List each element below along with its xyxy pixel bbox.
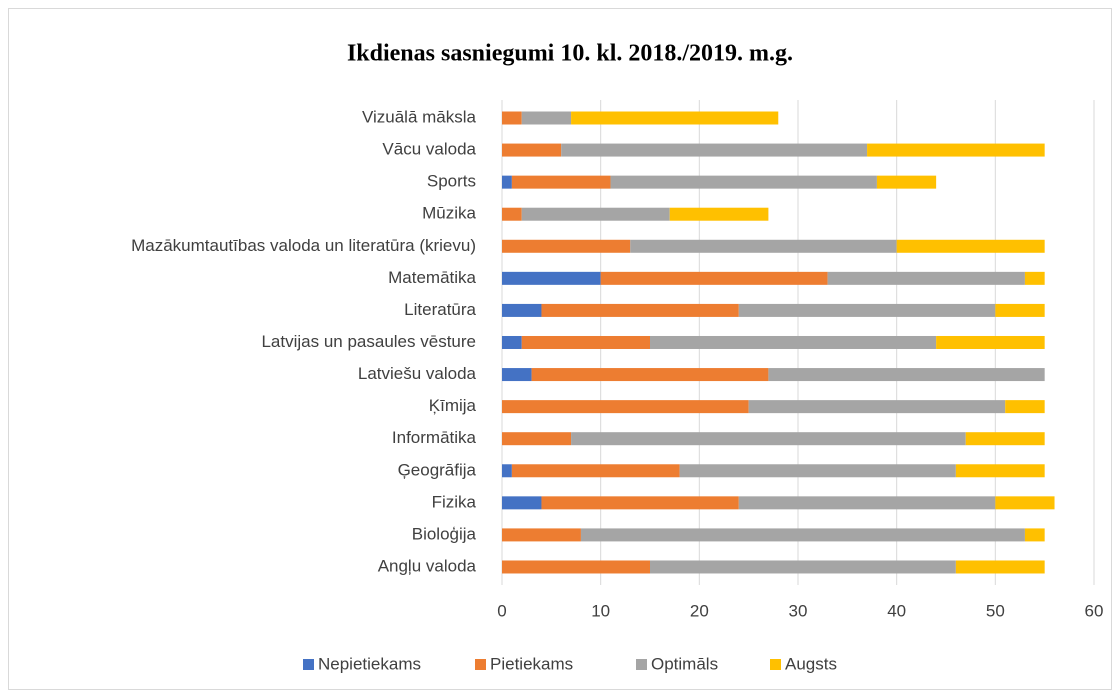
- legend-label: Optimāls: [651, 654, 718, 673]
- bar-segment: [502, 207, 522, 221]
- bar-segment: [531, 368, 769, 382]
- y-tick-label: Angļu valoda: [378, 556, 477, 575]
- y-tick-label: Ķīmija: [429, 396, 477, 415]
- bar-segment: [1005, 400, 1045, 414]
- bar-segment: [502, 464, 512, 478]
- bar-segment: [502, 335, 522, 349]
- legend-swatch: [475, 659, 486, 670]
- bar-segment: [650, 335, 937, 349]
- bar-segment: [571, 432, 966, 446]
- y-tick-label: Latviešu valoda: [358, 364, 477, 383]
- bar-segment: [541, 303, 739, 317]
- legend-swatch: [770, 659, 781, 670]
- y-tick-label: Latvijas un pasaules vēsture: [261, 332, 476, 351]
- bar-segment: [679, 464, 956, 478]
- bar-segment: [580, 528, 1025, 542]
- bar-segment: [521, 207, 670, 221]
- bar-segment: [571, 111, 779, 125]
- bar-segment: [561, 143, 868, 157]
- bar-segment: [521, 335, 650, 349]
- y-tick-label: Bioloģija: [412, 524, 477, 543]
- y-tick-label: Informātika: [392, 428, 477, 447]
- bar-segment: [827, 271, 1025, 285]
- bar-segment: [502, 271, 601, 285]
- bar-segment: [1024, 528, 1045, 542]
- x-tick-label: 10: [591, 601, 610, 620]
- bar-segment: [650, 560, 956, 574]
- bar-segment: [502, 496, 542, 510]
- y-tick-label: Ģeogrāfija: [398, 460, 477, 479]
- bar-segment: [502, 143, 562, 157]
- legend-label: Pietiekams: [490, 654, 573, 673]
- bar-segment: [502, 432, 572, 446]
- bar-segment: [511, 464, 680, 478]
- bar-segment: [610, 175, 877, 189]
- x-tick-label: 30: [789, 601, 808, 620]
- bar-segment: [995, 496, 1055, 510]
- bar-segment: [541, 496, 739, 510]
- bar-segment: [502, 528, 581, 542]
- bar-segment: [669, 207, 769, 221]
- bar-segment: [521, 111, 572, 125]
- y-tick-label: Vācu valoda: [382, 140, 476, 159]
- bar-segment: [965, 432, 1045, 446]
- y-tick-label: Literatūra: [404, 300, 476, 319]
- bar-segment: [896, 239, 1045, 253]
- bar-segment: [876, 175, 937, 189]
- bar-segment: [738, 303, 996, 317]
- bar-segment: [511, 175, 611, 189]
- y-tick-label: Sports: [427, 172, 476, 191]
- x-tick-label: 50: [986, 601, 1005, 620]
- bar-segment: [748, 400, 1006, 414]
- y-tick-label: Vizuālā māksla: [362, 107, 477, 126]
- bar-segment: [768, 368, 1045, 382]
- y-tick-label: Mūzika: [422, 204, 476, 223]
- y-tick-label: Fizika: [432, 492, 477, 511]
- bar-segment: [502, 560, 650, 574]
- x-tick-label: 20: [690, 601, 709, 620]
- bar-segment: [955, 560, 1045, 574]
- bar-segment: [502, 175, 512, 189]
- y-tick-label: Mazākumtautības valoda un literatūra (kr…: [131, 236, 476, 255]
- bar-segment: [502, 400, 749, 414]
- x-tick-label: 0: [497, 601, 506, 620]
- legend-swatch: [303, 659, 314, 670]
- x-tick-label: 40: [887, 601, 906, 620]
- chart-title: Ikdienas sasniegumi 10. kl. 2018./2019. …: [347, 41, 793, 67]
- bar-segment: [502, 303, 542, 317]
- bar-segment: [1024, 271, 1045, 285]
- bar-segment: [738, 496, 996, 510]
- bar-segment: [630, 239, 897, 253]
- x-tick-label: 60: [1085, 601, 1104, 620]
- legend-label: Nepietiekams: [318, 654, 421, 673]
- y-tick-label: Matemātika: [388, 268, 476, 287]
- legend-swatch: [636, 659, 647, 670]
- bar-segment: [502, 111, 522, 125]
- bar-segment: [867, 143, 1045, 157]
- legend-label: Augsts: [785, 654, 837, 673]
- bar-segment: [936, 335, 1045, 349]
- bar-segment: [502, 239, 631, 253]
- bar-segment: [502, 368, 532, 382]
- bar-segment: [600, 271, 828, 285]
- chart-border: [8, 8, 1112, 690]
- bar-segment: [955, 464, 1045, 478]
- bar-segment: [995, 303, 1045, 317]
